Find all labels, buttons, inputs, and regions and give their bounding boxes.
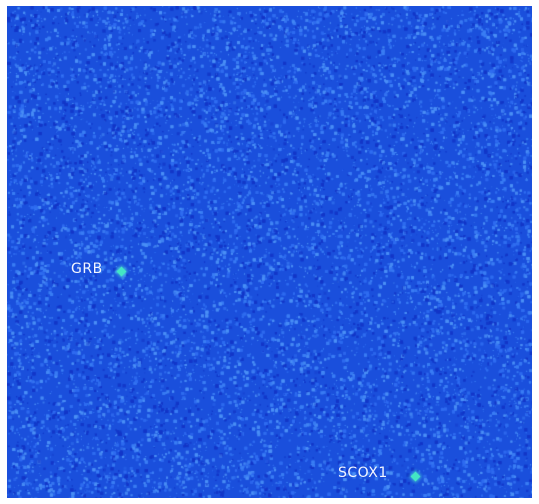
source-label-grb: GRB [71, 262, 103, 276]
sky-noise-background [7, 6, 532, 498]
source-label-scox1: SCOX1 [338, 466, 388, 480]
sky-image: GRB SCOX1 [7, 6, 532, 498]
